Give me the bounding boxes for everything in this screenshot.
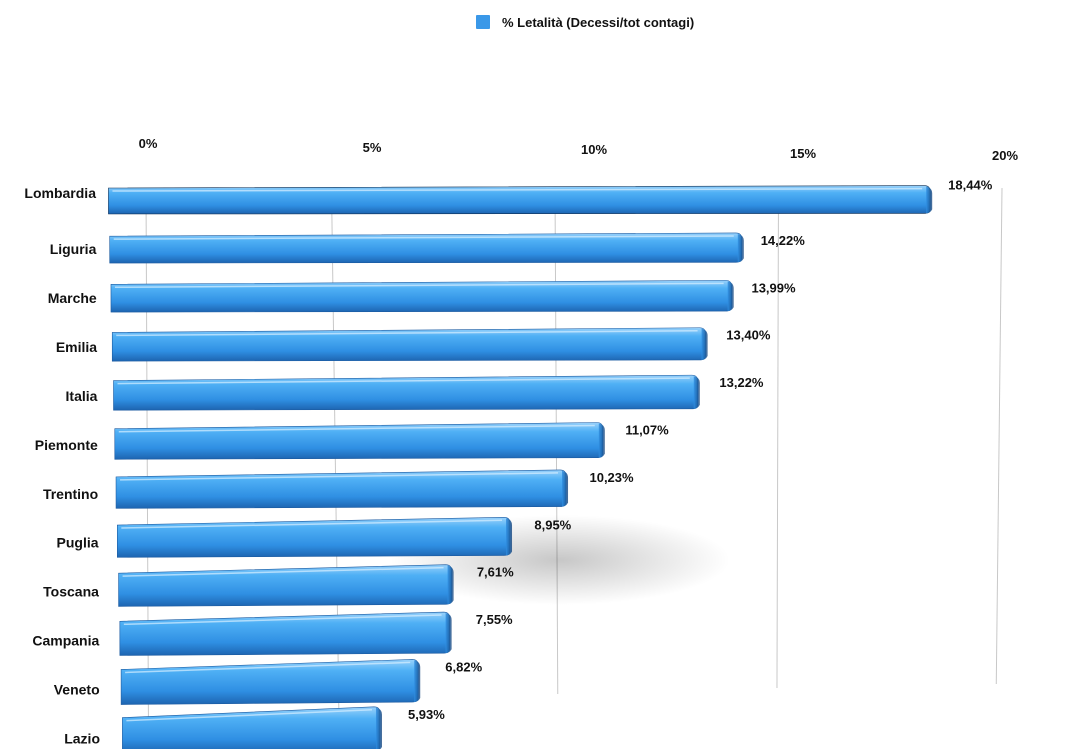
bar [114,422,605,460]
bar-highlight [126,709,373,722]
x-axis-ticks: 0% 5% 10% 15% 20% [139,136,1019,163]
x-tick-label: 0% [139,136,158,151]
bar-cap [926,186,933,214]
x-tick-label: 5% [363,140,382,155]
gridlines [145,187,1003,741]
bar-cap [445,613,452,654]
bar-highlight [117,377,690,385]
bar-cap [701,328,708,360]
bar-body [119,611,450,656]
value-label: 6,82% [445,659,482,674]
bar [118,564,454,607]
value-label: 14,22% [761,233,806,248]
bar-body [118,564,452,607]
bar-highlight [116,329,698,337]
category-label: Veneto [54,682,100,698]
bar-highlight [112,187,923,192]
category-label: Trentino [43,486,98,502]
bar [115,469,569,509]
gridline [776,187,779,689]
bar-body [120,659,419,705]
gridline [145,187,150,741]
bar [120,659,421,705]
bar-cap [447,565,454,605]
bars [108,185,933,749]
value-label: 18,44% [948,178,993,193]
bar-highlight [121,519,503,529]
category-label: Campania [32,633,99,649]
value-label: 10,23% [589,470,634,485]
bar-cap [562,470,569,507]
bar-body [117,516,511,558]
bar [122,706,382,749]
bar-highlight [120,472,559,481]
value-label: 7,55% [476,612,513,627]
category-label: Puglia [57,535,99,551]
bar-cap [414,660,421,703]
bar-highlight [123,614,442,626]
value-label: 13,99% [751,280,796,295]
value-label: 5,93% [408,707,445,722]
value-label: 11,07% [625,423,669,438]
category-label: Lazio [64,731,100,747]
category-label: Toscana [43,584,99,600]
category-labels: Lombardia Liguria Marche Emilia Italia Piemon… [24,185,100,747]
bar [111,327,708,362]
bar-cap [598,423,605,458]
category-label: Liguria [50,241,97,257]
x-tick-label: 15% [790,146,816,161]
category-label: Piemonte [35,437,98,453]
bar-cap [506,518,513,556]
value-label: 7,61% [477,565,514,580]
bar-cap [375,707,382,749]
category-label: Emilia [56,339,97,355]
bar-body [122,706,381,749]
value-label: 13,22% [719,375,764,390]
bar-cap [693,376,700,409]
category-label: Marche [48,290,97,306]
bar [109,232,744,264]
bar [119,611,452,656]
bar-highlight [118,424,595,433]
bar-highlight [114,282,724,289]
bar [108,185,933,215]
bar [117,516,513,558]
legend-swatch [476,15,490,29]
category-label: Italia [66,388,98,404]
legend-label: % Letalità (Decessi/tot contagi) [502,15,694,30]
x-tick-label: 20% [992,148,1018,163]
legend: % Letalità (Decessi/tot contagi) [476,15,694,30]
bar-highlight [113,235,734,240]
value-label: 13,40% [726,328,771,343]
x-tick-label: 10% [581,142,607,157]
bar [113,374,700,411]
bar-cap [737,233,744,263]
bar-highlight [125,661,411,674]
bar [110,280,734,313]
bar-highlight [122,566,444,577]
category-label: Lombardia [24,185,96,201]
bar-cap [727,281,734,312]
value-labels: 18,44% 14,22% 13,99% 13,40% 13,22% 11,07% 10,2… [408,178,993,722]
value-label: 8,95% [534,517,571,532]
gridline [995,187,1003,685]
